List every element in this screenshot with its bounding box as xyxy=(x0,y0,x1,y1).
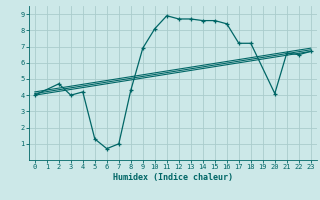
X-axis label: Humidex (Indice chaleur): Humidex (Indice chaleur) xyxy=(113,173,233,182)
